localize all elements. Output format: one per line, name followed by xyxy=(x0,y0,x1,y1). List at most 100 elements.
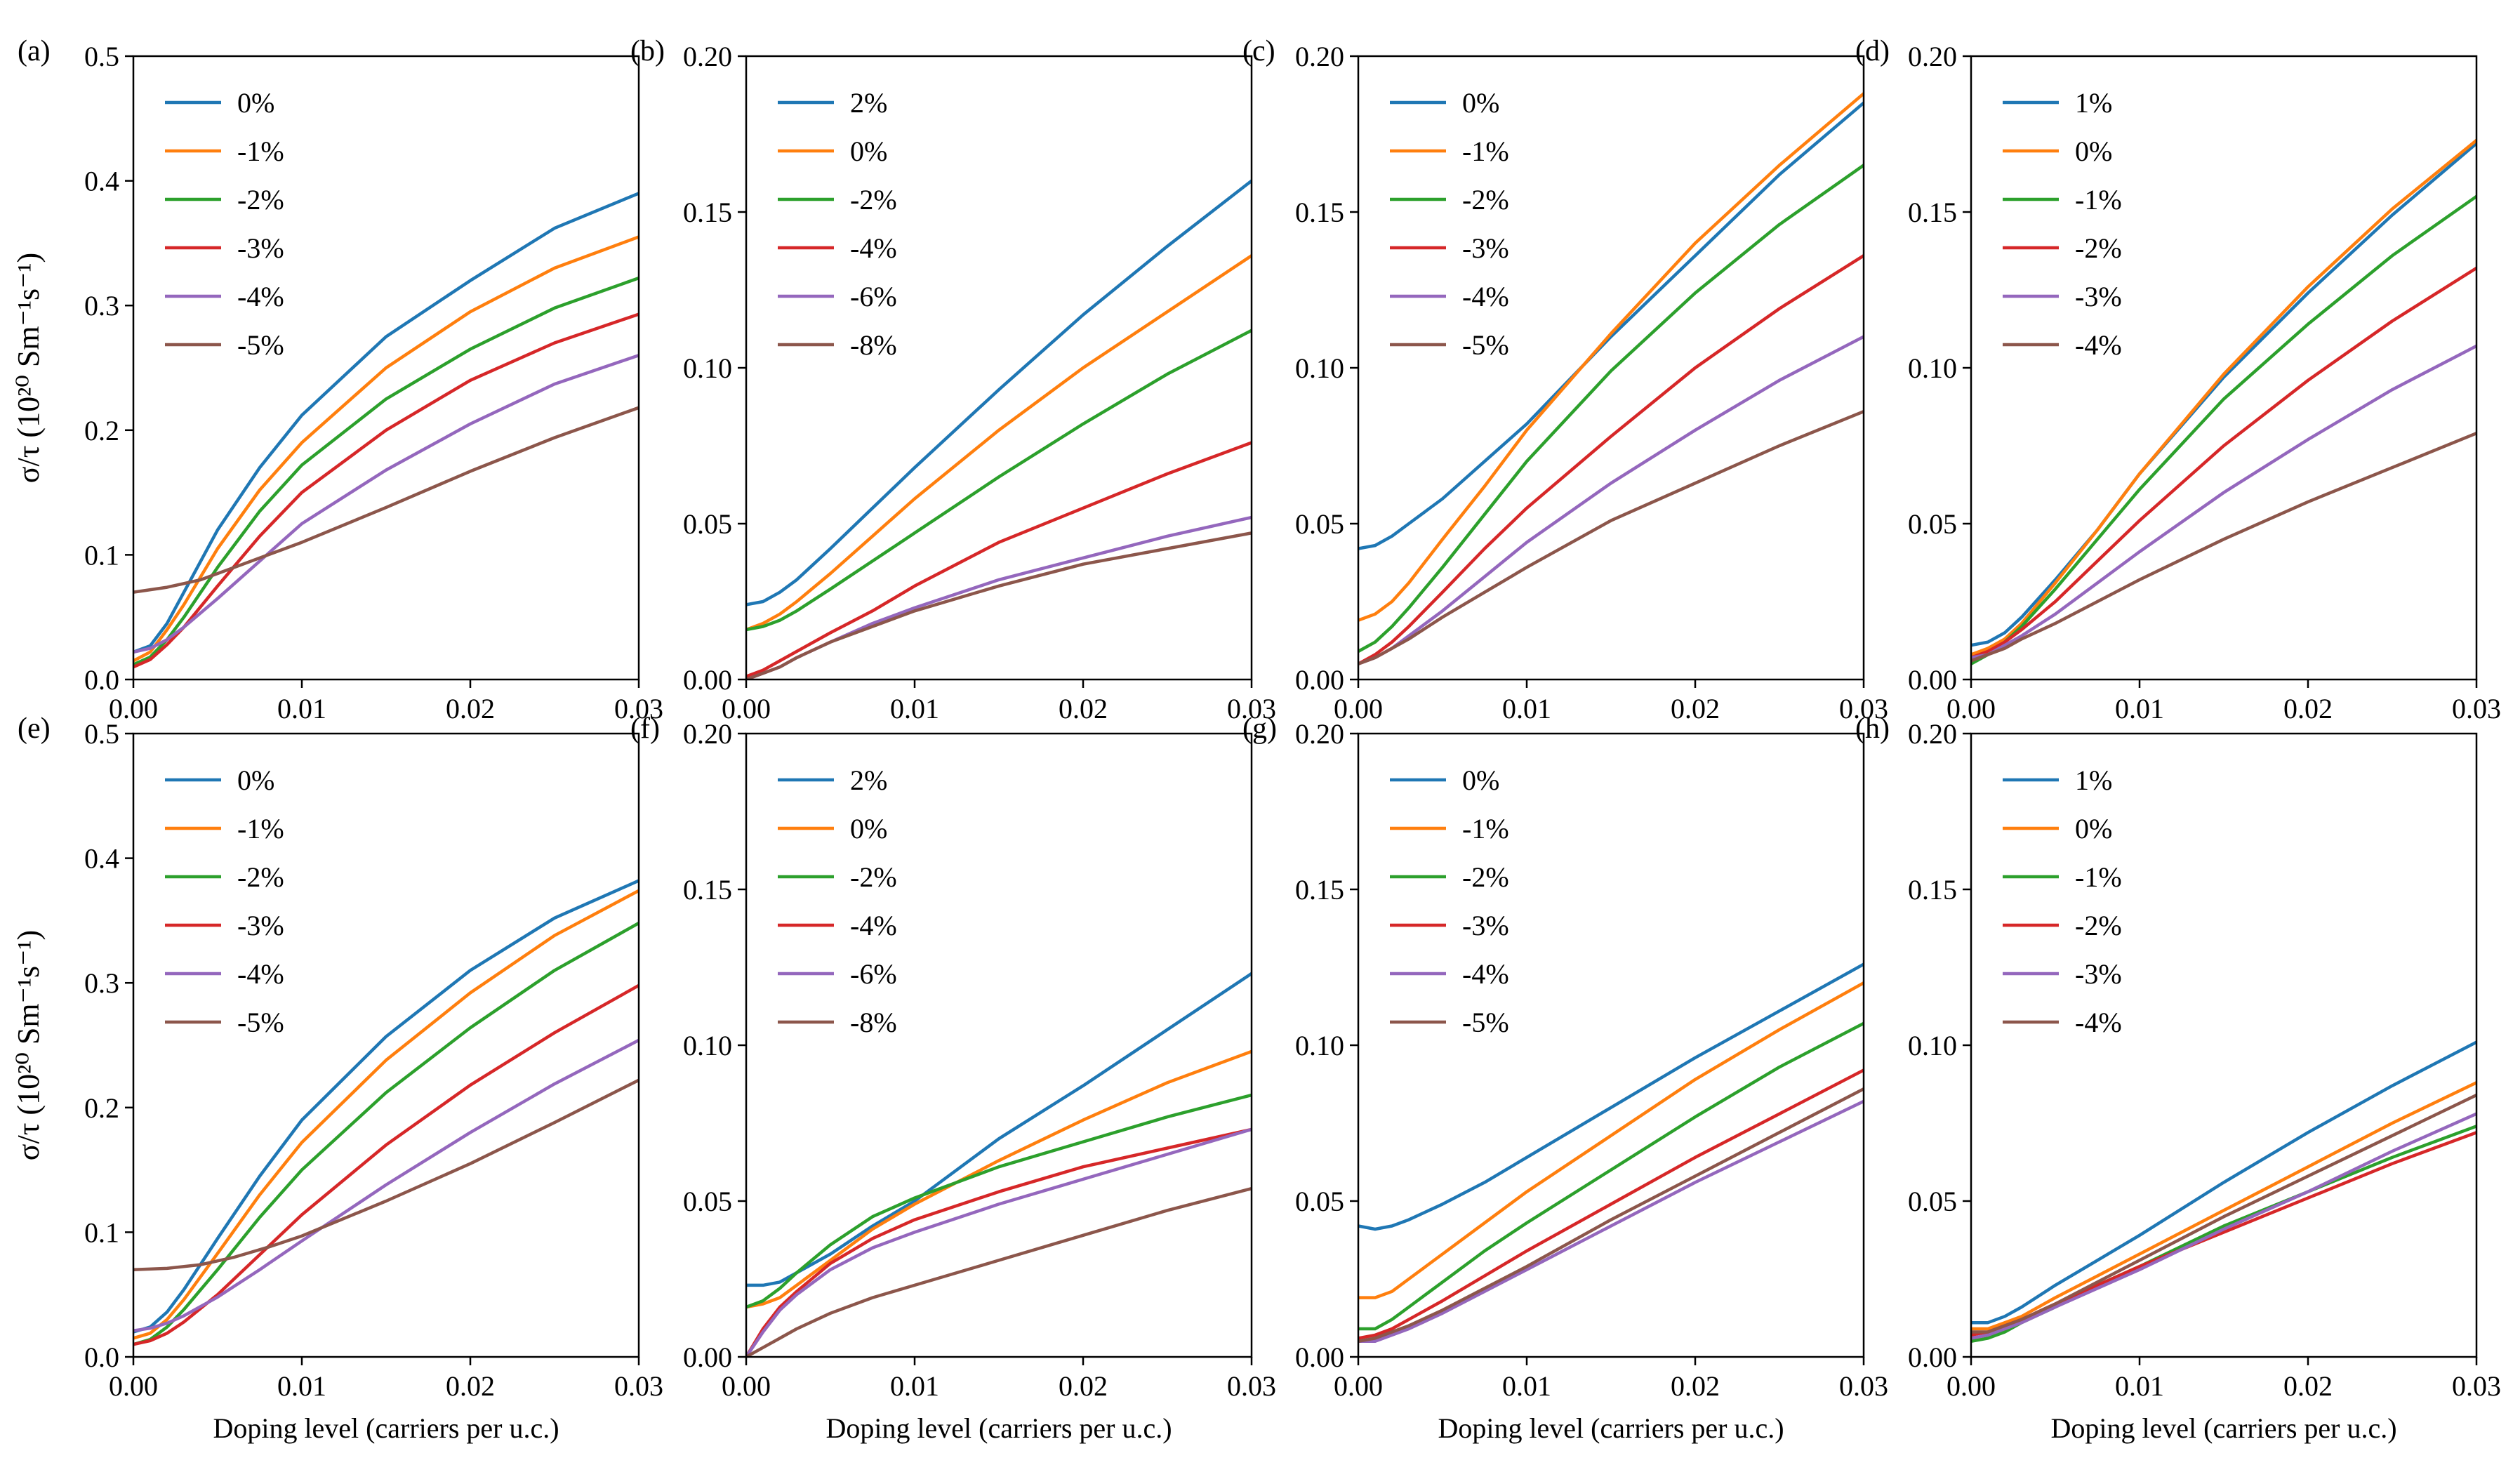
legend-label: 1% xyxy=(2075,87,2112,119)
y-tick-label: 0.0 xyxy=(84,1341,119,1373)
panel-label: (a) xyxy=(18,35,51,67)
y-tick-label: 0.4 xyxy=(84,843,119,875)
legend-label: -2% xyxy=(1462,184,1509,216)
legend-label: -1% xyxy=(237,135,284,167)
x-axis-label: Doping level (carriers per u.c.) xyxy=(1438,1412,1784,1444)
series-lines xyxy=(1358,92,1864,666)
panel-label: (h) xyxy=(1855,712,1890,745)
series-line--1pct xyxy=(1358,92,1864,622)
legend: 1% 0% -1% -2% -3% -4% xyxy=(2003,87,2122,361)
legend-label: -4% xyxy=(1462,958,1509,990)
y-tick-label: 0.2 xyxy=(84,415,119,446)
legend-label: -6% xyxy=(850,281,897,312)
y-axis-label: σ/τ (10²⁰ Sm⁻¹s⁻¹) xyxy=(11,930,46,1160)
x-tick-label: 0.00 xyxy=(722,693,771,724)
x-tick-label: 0.03 xyxy=(2452,693,2501,724)
x-tick-label: 0.03 xyxy=(1839,693,1888,724)
legend: 0% -1% -2% -3% -4% -5% xyxy=(165,764,284,1038)
x-tick-label: 0.01 xyxy=(890,1370,939,1402)
y-tick-label: 0.15 xyxy=(1295,874,1344,906)
legend-label: -1% xyxy=(1462,135,1509,167)
y-tick-label: 0.20 xyxy=(1295,718,1344,750)
legend: 0% -1% -2% -3% -4% -5% xyxy=(1390,764,1509,1038)
legend-label: -3% xyxy=(237,232,284,264)
x-tick-label: 0.03 xyxy=(614,1370,663,1402)
chart-panel-7: 0.00 0.01 0.02 0.03 0.00 0.05 0.10 0.15 0.20 (g) D… xyxy=(1242,712,1888,1444)
series-line--4pct xyxy=(133,353,639,654)
legend-label: -5% xyxy=(1462,329,1509,361)
series-line--5pct xyxy=(1358,1087,1864,1344)
y-tick-label: 0.00 xyxy=(683,664,732,696)
legend-label: -1% xyxy=(1462,813,1509,844)
x-tick-label: 0.03 xyxy=(1839,1370,1888,1402)
y-tick-label: 0.15 xyxy=(683,874,732,906)
series-line-0pct xyxy=(133,879,639,1334)
series-lines xyxy=(746,972,1252,1357)
chart-panel-6: 0.00 0.01 0.02 0.03 0.00 0.05 0.10 0.15 0.20 (f) D… xyxy=(630,712,1276,1444)
x-tick-label: 0.02 xyxy=(446,1370,495,1402)
legend-label: -3% xyxy=(1462,232,1509,264)
series-line--2pct xyxy=(746,1093,1252,1309)
y-tick-label: 0.4 xyxy=(84,166,119,197)
axes-frame xyxy=(132,732,640,1358)
chart-panel-3: 0.00 0.01 0.02 0.03 0.00 0.05 0.10 0.15 0.20 (c) 0… xyxy=(1242,35,1888,724)
chart-panel-5: 0.00 0.01 0.02 0.03 0.0 0.1 0.2 0.3 0.4 0.5 (e) Dop… xyxy=(11,712,663,1444)
series-line--2pct xyxy=(1358,1021,1864,1331)
series-lines xyxy=(1358,962,1864,1344)
x-tick-label: 0.01 xyxy=(1502,1370,1551,1402)
series-line--4pct xyxy=(746,441,1252,678)
y-tick-label: 0.15 xyxy=(1908,874,1957,906)
panel-label: (d) xyxy=(1855,35,1890,67)
legend-label: -8% xyxy=(850,1007,897,1038)
y-tick-label: 0.15 xyxy=(1908,197,1957,228)
panel-label: (c) xyxy=(1242,35,1275,67)
legend-label: 1% xyxy=(2075,764,2112,796)
x-tick-label: 0.03 xyxy=(1227,1370,1276,1402)
series-lines xyxy=(1971,138,2476,666)
y-tick-label: 0.00 xyxy=(1295,664,1344,696)
x-tick-label: 0.01 xyxy=(277,1370,326,1402)
legend-label: 0% xyxy=(237,87,274,119)
y-tick-label: 0.3 xyxy=(84,967,119,999)
y-tick-label: 0.5 xyxy=(84,718,119,750)
x-axis-label: Doping level (carriers per u.c.) xyxy=(213,1412,559,1444)
legend: 2% 0% -2% -4% -6% -8% xyxy=(778,87,897,361)
x-tick-label: 0.03 xyxy=(2452,1370,2501,1402)
series-line--2pct xyxy=(1971,266,2476,660)
legend-label: -5% xyxy=(1462,1007,1509,1038)
x-tick-label: 0.00 xyxy=(1334,1370,1383,1402)
series-line--1pct xyxy=(1358,981,1864,1299)
series-line--3pct xyxy=(1971,344,2476,660)
y-tick-label: 0.15 xyxy=(1295,197,1344,228)
series-line--3pct xyxy=(1971,1112,2476,1340)
series-line--8pct xyxy=(746,1186,1252,1357)
series-line-0pct xyxy=(746,1049,1252,1309)
legend-label: -4% xyxy=(850,910,897,941)
series-line--2pct xyxy=(1358,164,1864,654)
legend-label: -5% xyxy=(237,1007,284,1038)
series-line-0pct xyxy=(1358,101,1864,550)
series-line--5pct xyxy=(1358,409,1864,666)
legend-label: -1% xyxy=(237,813,284,844)
series-line-2pct xyxy=(746,972,1252,1287)
x-tick-label: 0.02 xyxy=(2283,693,2333,724)
legend-label: -2% xyxy=(2075,232,2122,264)
y-axis-label: σ/τ (10²⁰ Sm⁻¹s⁻¹) xyxy=(11,253,46,483)
series-line--1pct xyxy=(133,235,639,663)
legend-label: -3% xyxy=(1462,910,1509,941)
legend-label: -2% xyxy=(850,184,897,216)
y-tick-label: 0.20 xyxy=(1908,718,1957,750)
y-tick-label: 0.05 xyxy=(683,1186,732,1217)
series-line--4pct xyxy=(746,1127,1252,1357)
legend-label: -5% xyxy=(237,329,284,361)
y-tick-label: 0.20 xyxy=(683,41,732,72)
legend-label: -1% xyxy=(2075,861,2122,893)
y-tick-label: 0.10 xyxy=(683,1030,732,1061)
series-line--4pct xyxy=(133,1038,639,1332)
series-line--3pct xyxy=(133,983,639,1346)
x-tick-label: 0.01 xyxy=(890,693,939,724)
y-tick-label: 0.00 xyxy=(683,1341,732,1373)
x-axis-label: Doping level (carriers per u.c.) xyxy=(825,1412,1172,1444)
